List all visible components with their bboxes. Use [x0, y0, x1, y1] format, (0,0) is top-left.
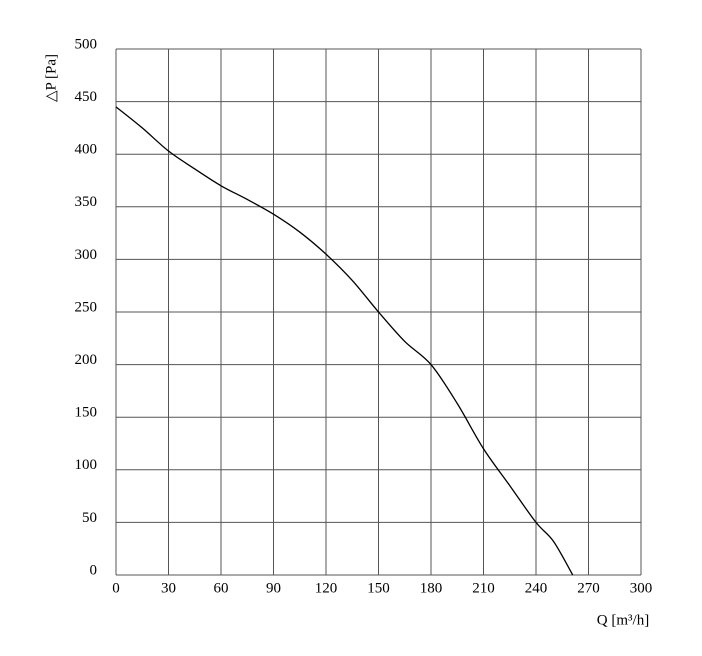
y-axis-label: △P [Pa] [43, 54, 59, 102]
y-tick-label: 150 [75, 405, 98, 421]
x-tick-label: 180 [420, 580, 443, 596]
y-tick-label: 100 [75, 457, 98, 473]
x-tick-label: 60 [214, 580, 229, 596]
y-tick-label: 350 [75, 194, 98, 210]
x-tick-label: 120 [315, 580, 338, 596]
x-tick-label: 0 [112, 580, 120, 596]
x-tick-label: 300 [630, 580, 653, 596]
y-tick-label: 450 [75, 89, 98, 105]
x-tick-label: 30 [161, 580, 176, 596]
y-tick-label: 200 [75, 352, 98, 368]
curve [115, 106, 574, 576]
y-tick-label: 50 [82, 510, 97, 526]
y-tick-label: 300 [75, 247, 98, 263]
x-tick-label: 150 [367, 580, 390, 596]
y-tick-label: 400 [75, 142, 98, 158]
y-tick-label: 500 [75, 36, 98, 52]
x-tick-label: 270 [577, 580, 600, 596]
x-axis-label: Q [m³/h] [597, 612, 649, 628]
y-tick-label: 0 [90, 562, 98, 578]
x-tick-label: 90 [266, 580, 281, 596]
x-tick-label: 240 [525, 580, 548, 596]
x-tick-label: 210 [472, 580, 495, 596]
y-tick-label: 250 [75, 299, 98, 315]
